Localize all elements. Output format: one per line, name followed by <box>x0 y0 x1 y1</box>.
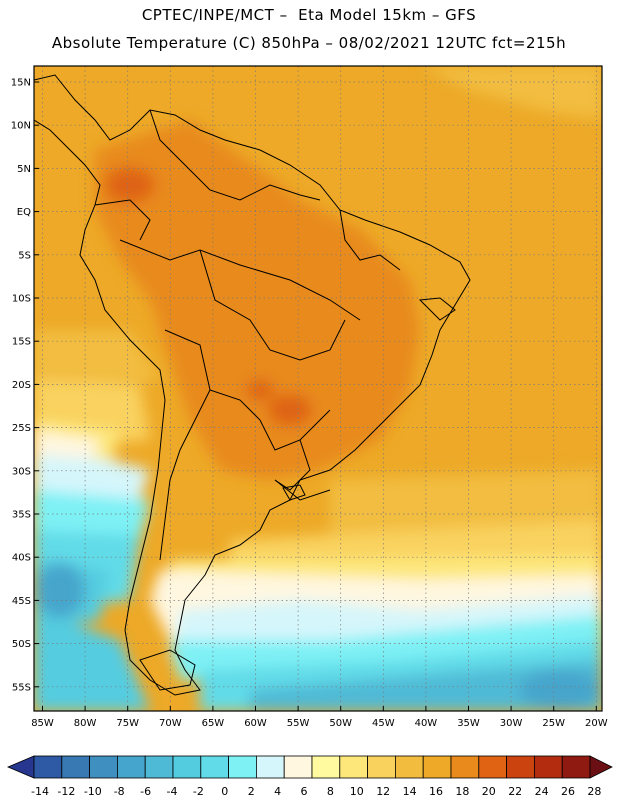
lon-label: 40W <box>415 718 438 729</box>
colorbar-swatch <box>61 755 90 779</box>
colorbar-swatch <box>117 755 146 779</box>
colorbar-tick-label: 6 <box>301 785 308 798</box>
colorbar-swatch <box>339 755 368 779</box>
colorbar-tick-label: 8 <box>327 785 334 798</box>
lon-label: 80W <box>74 718 97 729</box>
map-title-line1: CPTEC/INPE/MCT – Eta Model 15km – GFS <box>141 6 477 24</box>
colorbar-tick-label: 14 <box>403 785 417 798</box>
lon-label: 35W <box>457 718 480 729</box>
lat-label: 10N <box>11 121 31 132</box>
longitude-labels: 85W 80W 75W 70W 65W 60W 55W 50W 45W 40W 35W 30W 25W 2… <box>31 706 608 729</box>
colorbar-swatch <box>561 755 591 779</box>
lat-label: 30S <box>12 466 31 477</box>
colorbar-tick-label: -12 <box>57 785 75 798</box>
lon-label: 70W <box>159 718 182 729</box>
map-frame <box>33 65 603 712</box>
colorbar-swatch <box>394 755 424 779</box>
colorbar-tick-label: -10 <box>84 785 102 798</box>
lat-label: 20S <box>12 380 31 391</box>
lat-label: 40S <box>12 553 31 564</box>
colorbar-tick-label: 10 <box>350 785 364 798</box>
lat-label: 15N <box>11 78 31 89</box>
colorbar-tick-label: 2 <box>248 785 255 798</box>
colorbar <box>6 755 613 779</box>
lat-label: 5N <box>17 164 31 175</box>
colorbar-swatch <box>255 755 285 779</box>
colorbar-tick-label: 24 <box>535 785 549 798</box>
map-title-line2: Absolute Temperature (C) 850hPa – 08/02/… <box>51 34 567 52</box>
colorbar-swatch <box>311 755 341 779</box>
colorbar-tick-label: -4 <box>167 785 178 798</box>
colorbar-swatch <box>534 755 563 779</box>
colorbar-tick-label: 18 <box>455 785 469 798</box>
colorbar-tick-label: 0 <box>221 785 228 798</box>
colorbar-tick-label: 28 <box>587 785 601 798</box>
lon-label: 25W <box>542 718 565 729</box>
lat-label: 5S <box>18 250 31 261</box>
colorbar-tick-label: 20 <box>482 785 496 798</box>
colorbar-over-triangle <box>589 755 613 779</box>
lat-label: 55S <box>12 682 31 693</box>
temperature-field <box>34 66 602 711</box>
lat-label: EQ <box>17 207 31 218</box>
lat-label: 45S <box>12 596 31 607</box>
lon-label: 30W <box>500 718 523 729</box>
lat-label: 15S <box>12 337 31 348</box>
colorbar-tick-label: 4 <box>274 785 281 798</box>
colorbar-swatch <box>228 755 257 779</box>
colorbar-swatch <box>144 755 174 779</box>
colorbar-swatch <box>422 755 452 779</box>
colorbar-tick-label: 16 <box>429 785 443 798</box>
lon-label: 65W <box>202 718 225 729</box>
colorbar-swatch <box>89 755 118 779</box>
coastline <box>34 74 471 696</box>
colorbar-swatch <box>33 755 63 779</box>
colorbar-tick-label: -14 <box>31 785 49 798</box>
lon-label: 50W <box>329 718 352 729</box>
colorbar-tick-labels: -14 -12 -10 -8 -6 -4 -2 0 2 4 6 8 10 12 14 16 18 20 22 24 26… <box>31 785 601 798</box>
lat-label: 35S <box>12 510 31 521</box>
colorbar-swatch <box>200 755 230 779</box>
colorbar-tick-label: 12 <box>376 785 390 798</box>
lat-label: 10S <box>12 294 31 305</box>
colorbar-swatch <box>450 755 480 779</box>
lon-label: 20W <box>585 718 608 729</box>
colorbar-swatch <box>478 755 507 779</box>
lon-label: 55W <box>287 718 310 729</box>
colorbar-tick-label: -8 <box>114 785 125 798</box>
lat-lon-grid <box>34 66 602 711</box>
colorbar-tick-label: 22 <box>508 785 522 798</box>
colorbar-swatch <box>172 755 202 779</box>
colorbar-swatch <box>506 755 535 779</box>
colorbar-tick-label: -6 <box>140 785 151 798</box>
lon-label: 45W <box>372 718 395 729</box>
colorbar-tick-label: 26 <box>561 785 575 798</box>
colorbar-swatch <box>367 755 396 779</box>
colorbar-under-triangle <box>6 755 35 779</box>
lon-label: 75W <box>116 718 139 729</box>
lat-label: 25S <box>12 423 31 434</box>
lat-label: 50S <box>12 639 31 650</box>
lon-label: 85W <box>31 718 54 729</box>
lon-label: 60W <box>244 718 267 729</box>
latitude-labels: 15N 10N 5N EQ 5S 10S 15S 20S 25S 30S 35S 40S 45S 50S 5… <box>11 78 39 693</box>
colorbar-swatch <box>283 755 313 779</box>
colorbar-tick-label: -2 <box>193 785 204 798</box>
